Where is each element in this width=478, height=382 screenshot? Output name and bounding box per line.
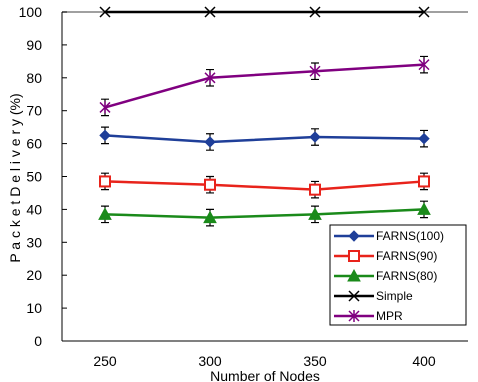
series-farns-90	[99, 172, 430, 199]
legend-marker	[348, 310, 360, 322]
y-tick-label: 10	[26, 300, 42, 316]
series-farns-100	[99, 126, 430, 151]
y-tick-label: 60	[26, 136, 42, 152]
legend-marker	[348, 230, 360, 242]
y-axis-title: P a c k e t D e l i v e r y (%)	[7, 93, 23, 262]
x-axis-title: Number of Nodes	[210, 368, 320, 382]
data-point	[204, 178, 216, 191]
series-layer	[98, 6, 431, 227]
y-tick-label: 90	[26, 37, 42, 53]
y-tick-label: 100	[19, 4, 43, 20]
x-tick-label: 300	[198, 353, 222, 369]
legend-label: FARNS(80)	[376, 269, 437, 283]
y-tick-label: 40	[26, 201, 42, 217]
y-tick-label: 80	[26, 70, 42, 86]
legend-label: FARNS(90)	[376, 249, 437, 263]
data-point	[204, 71, 216, 84]
series-mpr	[99, 55, 430, 117]
data-point	[418, 6, 430, 18]
data-point	[204, 136, 216, 148]
legend-marker	[348, 290, 360, 302]
series-farns-80	[98, 200, 431, 227]
x-tick-label: 350	[303, 353, 327, 369]
data-point	[309, 183, 321, 196]
data-point	[98, 207, 112, 220]
data-point	[309, 6, 321, 18]
data-point	[418, 58, 430, 71]
legend-marker	[348, 250, 360, 262]
data-point	[308, 207, 322, 220]
data-point	[99, 6, 111, 18]
x-tick-label: 250	[93, 353, 117, 369]
data-point	[417, 202, 431, 215]
legend-label: MPR	[376, 309, 403, 323]
x-tick-label: 400	[412, 353, 436, 369]
data-point	[418, 175, 430, 188]
y-tick-label: 20	[26, 267, 42, 283]
y-tick-label: 0	[34, 333, 42, 349]
data-point	[99, 129, 111, 142]
data-point	[99, 101, 111, 114]
data-point	[204, 6, 216, 18]
data-point	[203, 210, 217, 224]
y-tick-label: 30	[26, 234, 42, 250]
legend-label: Simple	[376, 289, 413, 303]
series-line	[104, 180, 425, 191]
data-point	[418, 132, 430, 145]
y-tick-label: 50	[26, 169, 42, 185]
data-point	[309, 65, 321, 78]
legend-marker	[347, 268, 361, 282]
series-simple	[99, 6, 430, 18]
series-line	[104, 134, 425, 144]
y-axis: 0 10 20 30 40 50 60 70 80 90 100	[19, 4, 67, 349]
x-axis: 250 300 350 400	[93, 353, 436, 369]
data-point	[309, 131, 321, 143]
data-point	[99, 175, 111, 188]
y-tick-label: 70	[26, 103, 42, 119]
legend-label: FARNS(100)	[376, 229, 444, 243]
series-line	[104, 63, 425, 109]
legend: FARNS(100) FARNS(90) FARNS(80) Simple MPR	[329, 224, 467, 326]
series-line	[104, 208, 425, 219]
